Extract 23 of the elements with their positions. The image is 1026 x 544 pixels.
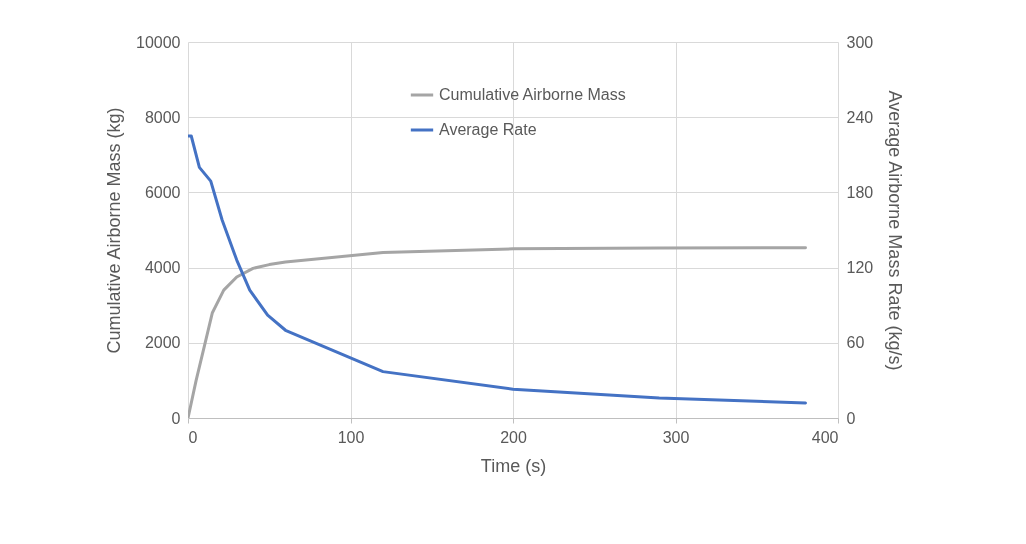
y-tick-label: 6000: [144, 183, 181, 201]
y-tick-label: 4000: [144, 259, 181, 277]
line-series: [188, 246, 807, 418]
legend-label: Cumulative Airborne Mass: [439, 86, 626, 103]
x-tick-label: 300: [662, 428, 690, 446]
y2-tick-label: 0: [846, 409, 856, 427]
y-tick-label: 8000: [144, 108, 181, 126]
y-tick-label: 2000: [144, 334, 181, 352]
y2-tick-label: 240: [846, 108, 874, 126]
y-tick-label: 0: [171, 409, 181, 427]
legend-label: Average Rate: [439, 121, 537, 138]
y2-axis-title: Average Airborne Mass Rate (kg/s): [885, 90, 906, 371]
x-axis-title: Time (s): [480, 455, 547, 476]
x-tick-label: 0: [188, 428, 198, 446]
x-tick-label: 100: [337, 428, 365, 446]
x-tick-label: 400: [811, 428, 839, 446]
y2-tick-label: 60: [846, 334, 865, 352]
y-axis-title: Cumulative Airborne Mass (kg): [104, 107, 125, 354]
y2-tick-label: 120: [846, 259, 874, 277]
x-tick-label: 200: [500, 428, 527, 446]
y2-tick-label: 300: [846, 33, 874, 51]
y-tick-label: 10000: [136, 33, 181, 51]
y2-tick-label: 180: [846, 183, 874, 201]
